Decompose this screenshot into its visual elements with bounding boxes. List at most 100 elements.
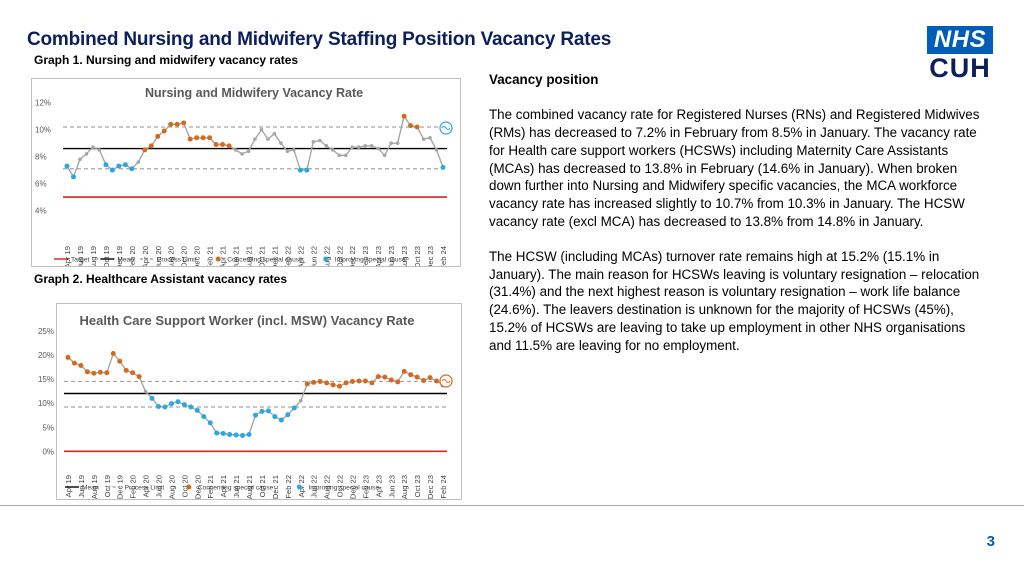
chart2-x-tick-label: Feb 21 — [206, 475, 215, 499]
chart2-data-point — [130, 370, 136, 376]
chart2-data-point — [421, 377, 427, 383]
chart1-data-point — [168, 121, 174, 127]
chart1-data-point — [136, 160, 141, 164]
chart1-y-tick-label: 8% — [35, 153, 47, 162]
chart2-data-point — [382, 374, 388, 380]
chart1-title: Nursing and Midwifery Vacancy Rate — [145, 86, 363, 100]
chart1-data-point — [64, 163, 70, 169]
chart2-title: Health Care Support Worker (incl. MSW) V… — [80, 313, 415, 328]
chart1-data-point — [414, 124, 420, 130]
chart1-x-tick-label: Feb 22 — [283, 246, 292, 266]
chart1-data-point — [213, 142, 219, 148]
graph1-caption: Graph 1. Nursing and midwifery vacancy r… — [34, 53, 299, 67]
chart2-data-point — [104, 370, 110, 376]
chart1-data-point — [181, 120, 187, 126]
chart2-data-point — [278, 417, 284, 423]
chart1-data-point — [304, 167, 310, 173]
chart1-x-tick-label: Jun 22 — [309, 246, 318, 266]
chart2-x-tick-label: Jun 22 — [310, 475, 319, 498]
chart1-x-tick-label: Feb 20 — [128, 246, 137, 266]
chart2-data-point — [71, 360, 77, 366]
chart2-data-point — [259, 408, 265, 414]
chart2-x-tick-label: Feb 23 — [361, 475, 370, 499]
chart2-x-tick-label: Oct 22 — [336, 475, 345, 497]
chart2-data-point — [388, 377, 394, 383]
chart1-data-point — [246, 149, 251, 154]
chart2-data-point — [123, 367, 129, 373]
chart1-x-tick-label: Oct 21 — [257, 246, 266, 266]
chart2-x-tick-label: Aug 23 — [400, 475, 409, 499]
chart1-x-tick-label: Dec 23 — [426, 246, 435, 266]
chart1-data-point — [187, 136, 193, 142]
chart2-data-point — [143, 389, 148, 394]
chart2-data-point — [194, 407, 200, 413]
graph2-caption: Graph 2. Healthcare Assistant vacancy ra… — [34, 272, 288, 286]
chart1-legend-label-target: Target — [71, 257, 89, 264]
chart2-y-tick-label: 20% — [38, 351, 54, 360]
page-title: Combined Nursing and Midwifery Staffing … — [27, 29, 612, 50]
chart2-x-tick-label: Aug 21 — [245, 475, 254, 499]
chart1-data-point — [70, 174, 76, 180]
chart1-x-tick-label: Apr 22 — [296, 246, 305, 266]
chart2-data-point — [408, 372, 414, 378]
chart2-x-tick-label: Jun 19 — [77, 475, 86, 498]
chart1-legend-label-process-limit: Process Limit — [157, 257, 197, 264]
chart2-data-point — [362, 378, 368, 384]
chart1-x-tick-label: Oct 20 — [180, 246, 189, 266]
chart2-data-point — [201, 414, 207, 420]
chart1-y-tick-label: 12% — [35, 99, 51, 108]
vacancy-paragraph-1: The combined vacancy rate for Registered… — [489, 107, 980, 229]
chart2-data-point — [356, 378, 362, 384]
chart2-x-tick-label: Oct 21 — [258, 475, 267, 497]
chart2-x-tick-label: Dec 21 — [271, 475, 280, 499]
vacancy-position-heading: Vacancy position — [489, 72, 599, 87]
chart2-data-point — [349, 378, 355, 384]
chart1-legend-label-concerning-special-cause: Concerning special cause — [227, 257, 303, 264]
chart2-x-tick-label: Aug 20 — [167, 475, 176, 499]
chart2-legend-label-process-limit: Process Limit — [125, 485, 165, 492]
chart1-data-point — [297, 167, 303, 173]
chart2-data-point — [220, 431, 226, 437]
chart2-data-point — [324, 380, 330, 386]
chart2-data-point — [317, 378, 323, 384]
chart1-x-tick-label: Dec 20 — [193, 246, 202, 266]
chart1-data-point — [408, 123, 414, 129]
chart1-data-point — [401, 113, 407, 119]
chart1-x-tick-label: Aug 19 — [89, 246, 98, 266]
chart2-data-point — [78, 363, 84, 369]
chart1-x-tick-label: Dec 19 — [115, 246, 124, 266]
footer-divider — [0, 505, 1024, 506]
chart2-data-point — [298, 398, 303, 403]
chart2-y-tick-label: 10% — [38, 399, 54, 408]
chart2-x-tick-label: Jun 23 — [387, 475, 396, 498]
chart2-data-point — [84, 369, 90, 375]
chart1-data-point — [129, 166, 135, 172]
nursing-vacancy-chart-svg: Nursing and Midwifery Vacancy Rate 4% 6% 8%… — [35, 86, 453, 266]
chart1-data-point — [233, 148, 238, 152]
chart1-x-tick-label: Feb 23 — [361, 246, 370, 266]
chart1-legend-label-improving-special-cause: Improving special cause — [335, 257, 406, 264]
chart2-data-point — [337, 383, 343, 389]
chart1-series-line — [66, 114, 444, 179]
chart1-data-point — [266, 137, 270, 141]
chart2-data-point — [304, 381, 310, 387]
cuh-logo-text: CUH — [929, 53, 991, 83]
chart2-y-tick-label: 0% — [42, 447, 54, 456]
chart1-data-point — [279, 141, 283, 145]
chart1-legend-swatch-concerning-special-cause — [215, 256, 221, 262]
chart1-data-point — [343, 153, 348, 158]
chart1-data-point — [194, 135, 200, 141]
chart1-x-tick-label: Jun 20 — [154, 246, 163, 266]
chart1-data-point — [285, 149, 290, 154]
chart1-x-tick-label: Feb 21 — [206, 246, 215, 266]
chart2-x-tick-label: Dec 20 — [193, 475, 202, 499]
chart2-legend-label-mean: Mean — [82, 485, 99, 492]
chart1-x-tick-label: Oct 23 — [413, 246, 422, 266]
chart2-data-point — [240, 432, 246, 438]
chart2-x-tick-label: Oct 19 — [103, 475, 112, 497]
chart2-x-tick-label: Feb 22 — [284, 475, 293, 499]
chart2-data-point — [233, 432, 239, 438]
chart2-x-tick-label: Oct 20 — [180, 475, 189, 497]
vacancy-position-text: Vacancy position The combined vacancy ra… — [489, 71, 989, 372]
chart1-x-tick-label: Jun 19 — [76, 246, 85, 266]
